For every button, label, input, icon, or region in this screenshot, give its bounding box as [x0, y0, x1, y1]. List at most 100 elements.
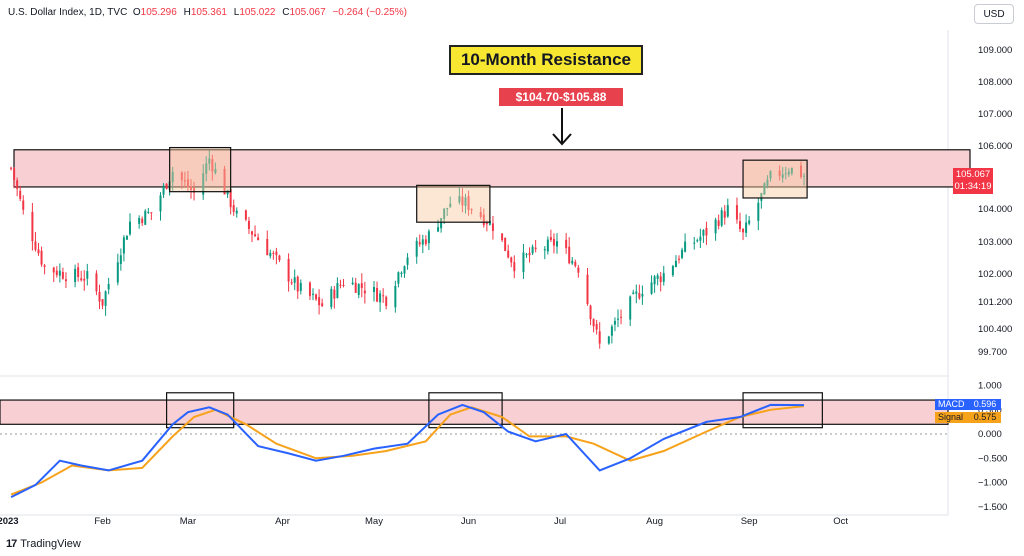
- candle-body: [58, 270, 61, 276]
- candle-body: [440, 218, 443, 229]
- candle-body: [461, 196, 464, 206]
- candle-body: [693, 242, 696, 244]
- price-tick-label: 106.000: [978, 141, 1012, 152]
- candle-body: [586, 274, 589, 304]
- candle-body: [543, 249, 546, 251]
- candle-body: [406, 257, 409, 265]
- resistance-zone: [13, 149, 971, 188]
- time-tick-label: Mar: [180, 516, 196, 527]
- candle-body: [720, 210, 723, 226]
- candle-body: [80, 278, 83, 281]
- candle-body: [376, 288, 379, 302]
- candle-body: [379, 293, 382, 303]
- candle-body: [400, 272, 403, 274]
- candle-body: [726, 205, 729, 217]
- candle-body: [180, 172, 183, 181]
- candle-body: [589, 305, 592, 320]
- candle-body: [86, 271, 89, 279]
- candle-body: [415, 240, 418, 257]
- candle-body: [491, 223, 494, 231]
- candle-body: [205, 163, 208, 174]
- candle-body: [351, 282, 354, 285]
- candle-body: [787, 171, 790, 175]
- price-tick-label: 103.000: [978, 237, 1012, 248]
- candle-body: [641, 293, 644, 297]
- candle-body: [272, 252, 275, 254]
- price-tick-label: 107.000: [978, 109, 1012, 120]
- candle-body: [546, 239, 549, 252]
- candle-body: [269, 252, 272, 257]
- macd-highlight-box: [742, 392, 823, 429]
- candle-body: [162, 185, 165, 195]
- candle-body: [83, 278, 86, 281]
- macd-tick-label: 0.500: [978, 405, 1002, 416]
- candle-body: [159, 195, 162, 212]
- high-value: 105.361: [190, 7, 227, 18]
- macd-zone: [0, 399, 949, 425]
- candle-body: [147, 211, 150, 213]
- candle-body: [437, 227, 440, 232]
- candle-body: [318, 297, 321, 306]
- candle-body: [354, 282, 357, 293]
- low-label: L: [233, 7, 240, 18]
- candle-body: [171, 172, 174, 183]
- tradingview-brand: 17 TradingView: [6, 538, 81, 550]
- high-label: H: [183, 7, 191, 18]
- candle-body: [235, 210, 238, 214]
- currency-button[interactable]: USD: [974, 4, 1014, 24]
- candle-body: [333, 289, 336, 299]
- candle-body: [528, 252, 531, 256]
- tradingview-logo-icon: 17: [6, 538, 17, 550]
- candle-body: [287, 258, 290, 282]
- annotation-title: 10-Month Resistance: [449, 45, 643, 75]
- candle-body: [446, 208, 449, 210]
- candle-body: [299, 282, 302, 291]
- candle-body: [778, 170, 781, 176]
- close-value: 105.067: [289, 7, 326, 18]
- candle-body: [507, 250, 510, 258]
- candle-body: [699, 236, 702, 241]
- price-tick-label: 101.200: [978, 297, 1012, 308]
- candle-body: [290, 282, 293, 284]
- candle-body: [595, 324, 598, 330]
- candle-body: [208, 158, 211, 164]
- candle-body: [122, 237, 125, 254]
- macd-tick-label: 1.000: [978, 381, 1002, 392]
- candle-body: [717, 220, 720, 226]
- candle-body: [696, 240, 699, 242]
- candle-body: [470, 209, 473, 211]
- brand-name: TradingView: [20, 538, 81, 550]
- time-tick-label: Jul: [554, 516, 566, 527]
- candle-body: [266, 238, 269, 256]
- candle-body: [119, 255, 122, 264]
- candle-body: [617, 318, 619, 320]
- candle-body: [397, 272, 400, 284]
- candle-body: [418, 242, 421, 245]
- candle-body: [635, 291, 638, 294]
- candle-body: [467, 196, 470, 210]
- candle-body: [98, 291, 101, 302]
- candle-body: [34, 241, 37, 250]
- candle-body: [424, 239, 427, 245]
- candle-body: [757, 202, 760, 221]
- candle-body: [662, 273, 665, 282]
- candle-body: [714, 219, 717, 234]
- candle-body: [556, 241, 558, 247]
- candle-body: [598, 331, 601, 344]
- candle-body: [681, 249, 684, 258]
- candle-body: [357, 284, 360, 295]
- arrow-head: [552, 133, 572, 146]
- candle-body: [16, 180, 19, 189]
- signal-legend-label: Signal: [935, 412, 970, 423]
- candle-body: [653, 276, 656, 285]
- candle-body: [659, 276, 662, 282]
- candle-body: [763, 183, 766, 195]
- candle-body: [735, 205, 738, 220]
- candle-body: [183, 180, 186, 182]
- candle-body: [247, 220, 250, 230]
- candle-body: [373, 287, 375, 292]
- candle-body: [144, 210, 147, 225]
- highlight-box: [416, 184, 491, 223]
- down-arrow-icon: [552, 108, 572, 146]
